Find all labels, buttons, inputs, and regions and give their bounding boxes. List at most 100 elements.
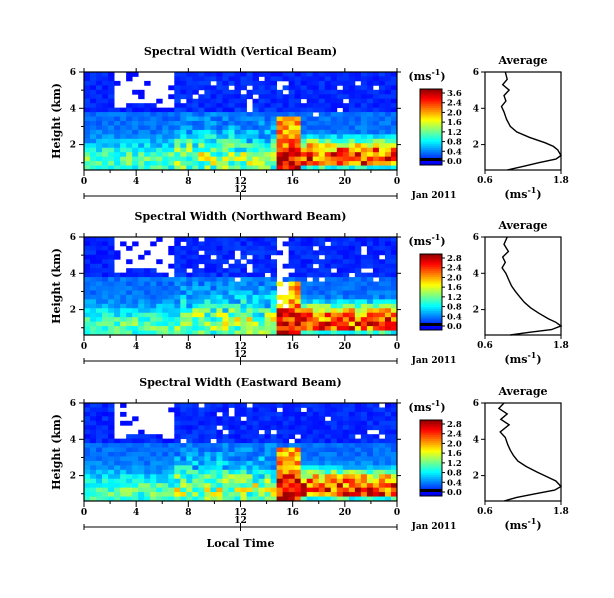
heatmap-cell (390, 277, 398, 282)
heatmap-cell (150, 487, 157, 493)
heatmap-cell (222, 98, 229, 104)
heatmap-cell (192, 250, 199, 256)
heatmap-cell (120, 294, 127, 300)
heatmap-cell (336, 76, 344, 82)
heatmap-cell (330, 308, 338, 314)
heatmap-cell (132, 125, 139, 131)
heatmap-cell (96, 76, 103, 82)
heatmap-cell (252, 447, 259, 453)
heatmap-cell (120, 478, 127, 484)
heatmap-cell (234, 89, 241, 95)
heatmap-cell (312, 308, 320, 314)
heatmap-cell (336, 407, 344, 413)
heatmap-cell (246, 76, 253, 82)
heatmap-cell (210, 147, 217, 153)
heatmap-cell (210, 478, 217, 484)
heatmap-cell (390, 254, 398, 260)
heatmap-cell (144, 125, 151, 131)
heatmap-cell (180, 429, 187, 435)
heatmap-cell (336, 286, 344, 291)
heatmap-cell (378, 165, 386, 171)
heatmap-cell (282, 438, 290, 444)
heatmap-cell (192, 116, 199, 122)
heatmap-cell (372, 438, 380, 444)
heatmap-cell (180, 134, 187, 140)
heatmap-cell (234, 496, 241, 502)
heatmap-cell (144, 143, 151, 149)
heatmap-cell (108, 281, 115, 287)
heatmap-cell (108, 245, 115, 251)
heatmap-cell (192, 112, 199, 117)
colorbar-unit-exp: -1 (431, 398, 440, 408)
panel-title: Spectral Width (Eastward Beam) (139, 376, 341, 389)
heatmap-cell (252, 312, 259, 318)
heatmap-cell (354, 487, 362, 493)
heatmap-cell (330, 129, 338, 135)
heatmap-cell (390, 134, 398, 140)
heatmap-cell (372, 281, 380, 287)
heatmap-cell (258, 112, 265, 117)
heatmap-cell (324, 312, 332, 318)
heatmap-cell (162, 165, 169, 171)
heatmap-cell (324, 138, 332, 144)
heatmap-cell (216, 134, 223, 140)
heatmap-cell (102, 294, 109, 300)
heatmap-cell (126, 116, 133, 122)
heatmap-cell (366, 294, 374, 300)
heatmap-cell (252, 250, 259, 256)
heatmap-cell (126, 112, 133, 117)
heatmap-cell (348, 165, 356, 171)
heatmap-cell (294, 143, 302, 149)
heatmap-cell (192, 290, 199, 296)
heatmap-cell (222, 294, 229, 300)
heatmap-cell (138, 487, 145, 493)
heatmap-cell (282, 72, 290, 77)
heatmap-cell (378, 294, 386, 300)
heatmap-cell (156, 161, 163, 166)
heatmap-cell (102, 94, 109, 100)
heatmap-cell (300, 460, 308, 466)
heatmap-cell (264, 416, 271, 422)
heatmap-cell (330, 286, 338, 291)
heatmap-cell (234, 460, 241, 466)
heatmap-cell (384, 321, 392, 327)
heatmap-cell (300, 438, 308, 444)
heatmap-cell (210, 434, 217, 440)
heatmap-cell (330, 147, 338, 153)
heatmap-cell (138, 474, 145, 480)
heatmap-cell (294, 443, 302, 448)
heatmap-cell (246, 143, 253, 149)
heatmap-cell (390, 469, 398, 475)
heatmap-cell (240, 299, 247, 305)
heatmap-cell (210, 411, 217, 417)
heatmap-cell (204, 438, 211, 444)
heatmap-cell (264, 254, 271, 260)
heatmap-cell (288, 460, 296, 466)
heatmap-cell (252, 161, 259, 166)
heatmap-cell (246, 326, 253, 331)
heatmap-cell (150, 308, 157, 314)
heatmap-cell (270, 156, 278, 162)
heatmap-cell (300, 308, 308, 314)
colorbar-swatch (420, 267, 442, 270)
heatmap-cell (168, 143, 175, 149)
heatmap-cell (216, 312, 223, 318)
heatmap-cell (96, 425, 103, 431)
heatmap-cell (318, 438, 326, 444)
heatmap-cell (186, 272, 193, 278)
heatmap-cell (192, 429, 199, 435)
heatmap-cell (300, 152, 308, 158)
heatmap-cell (246, 425, 253, 431)
x-tick-label: 12 (234, 177, 247, 187)
heatmap-cell (120, 125, 127, 131)
heatmap-cell (210, 72, 217, 77)
heatmap-cell (294, 411, 302, 417)
heatmap-cell (372, 403, 380, 408)
heatmap-cell (360, 125, 368, 131)
heatmap-cell (342, 447, 350, 453)
heatmap-cell (156, 447, 163, 453)
heatmap-cell (300, 245, 308, 251)
heatmap-cell (96, 281, 103, 287)
heatmap-cell (198, 72, 205, 77)
heatmap-cell (198, 272, 205, 278)
